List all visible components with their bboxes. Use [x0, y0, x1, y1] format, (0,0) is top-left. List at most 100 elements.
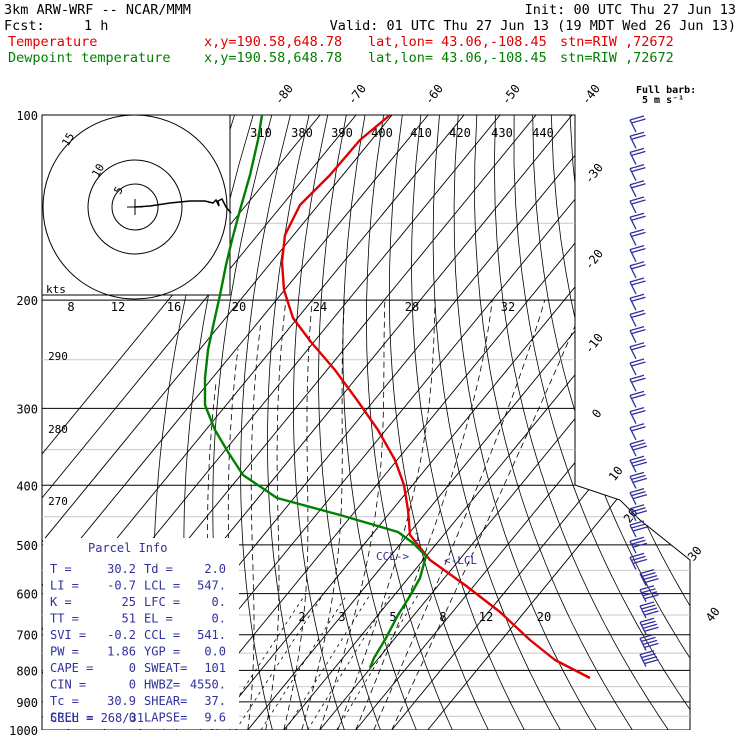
isobar-label: 100	[16, 109, 38, 123]
temp-latlon: lat,lon= 43.06,-108.45	[368, 34, 547, 50]
wind-barb-flag	[631, 523, 646, 529]
wind-barb-flag	[641, 652, 656, 659]
wind-barb-flag	[641, 588, 656, 594]
parcel-row-key-2: Td =	[144, 562, 173, 576]
wind-barb-flag	[629, 212, 645, 218]
dry-adiabat-line	[240, 115, 291, 730]
wind-barb-flag	[629, 374, 645, 380]
moist-adiabat-line	[301, 300, 345, 730]
parcel-row-val-2: 547.	[197, 579, 226, 593]
wind-barb-staff	[629, 249, 637, 262]
parcel-row-key-2: LCL =	[144, 579, 180, 593]
wind-barb-flag	[631, 312, 646, 319]
hodograph-box	[41, 114, 231, 296]
wind-barb-flag	[642, 655, 658, 662]
dry-adiabat-line	[606, 115, 690, 730]
parcel-row-val-2: 9.6	[204, 711, 226, 725]
wind-barb-flag	[631, 215, 646, 221]
wind-barb-flag	[632, 526, 648, 532]
dry-adiabat-line	[267, 115, 310, 730]
wind-barb-flag	[632, 542, 648, 548]
isotherm-line	[247, 115, 690, 730]
parcel-row-val-1: 30.9	[107, 694, 136, 708]
wind-barb-staff	[629, 216, 637, 230]
mixing-ratio-bottom-label: 20	[537, 610, 551, 624]
wind-barb-flag	[632, 445, 648, 451]
hodograph-ring-label-15: 15	[59, 131, 77, 149]
parcel-row-key-1: CAPE =	[50, 661, 93, 675]
isobar-label: 900	[16, 696, 38, 710]
wind-barb-flag	[644, 642, 659, 649]
wind-barb-flag	[631, 328, 646, 335]
wind-barb-flag	[632, 461, 648, 467]
dry-adiabat-line	[342, 115, 417, 730]
mixing-ratio-bottom-label: 3	[338, 610, 345, 624]
wind-barb-flag	[629, 455, 645, 461]
wind-barb-flag	[629, 261, 645, 267]
parcel-row-key-1: CIN =	[50, 678, 86, 692]
theta-label: 440	[532, 126, 554, 140]
isotherm-label: -10	[582, 331, 606, 357]
parcel-cell: CELL = 268/31	[50, 711, 144, 725]
wind-barb-staff	[629, 135, 637, 149]
parcel-row-val-1: 0	[129, 678, 136, 692]
parcel-row-val-1: 25	[122, 595, 136, 609]
wind-barb-staff	[629, 314, 637, 327]
wind-barb-flag	[642, 639, 658, 646]
mixing-ratio-top-label: 16	[167, 300, 181, 314]
isotherm-label: -80	[272, 82, 296, 108]
wind-barb-flag	[639, 568, 655, 575]
parcel-row-val-2: 4550.	[190, 678, 226, 692]
wind-barb-flag	[629, 406, 645, 413]
theta-label: 390	[331, 126, 353, 140]
parcel-row-key-1: SREH =	[50, 711, 93, 725]
isotherm-label: -70	[345, 82, 369, 108]
parcel-row-val-2: 0.0	[204, 645, 226, 659]
isobar-label: 800	[16, 664, 38, 678]
parcel-info-rows: T = 30.2 Td = 2.0 LI = -0.7 LCL = 547. K = 25 LFC …	[50, 562, 226, 725]
wind-barb-flag	[631, 442, 646, 448]
valid-time: Valid: 01 UTC Thu 27 Jun 13 (19 MDT Wed …	[330, 18, 736, 34]
mixing-ratio-bottom-label: 12	[479, 610, 493, 624]
mixing-ratio-line	[235, 593, 325, 730]
wind-barb-flag	[631, 361, 646, 367]
parcel-row-key-1: Tc =	[50, 694, 79, 708]
parcel-row-key-1: T =	[50, 562, 72, 576]
wind-barb-flag	[644, 577, 659, 584]
wind-barb-flag	[642, 574, 658, 581]
moist-adiabat-line	[247, 325, 261, 730]
wind-barb-flag	[641, 636, 656, 643]
wind-barb-flag	[632, 477, 648, 484]
wind-barb-staff	[629, 168, 637, 181]
theta-label: 410	[410, 126, 432, 140]
isotherm-label: 30	[685, 544, 705, 564]
parcel-row-val-2: 2.0	[204, 562, 226, 576]
wind-barb-flag	[631, 118, 646, 124]
mixing-ratio-top-label: 28	[405, 300, 419, 314]
moist-adiabat-line	[265, 300, 287, 730]
dry-adiabat-line	[293, 115, 345, 730]
parcel-row-val-1: -0.7	[107, 579, 136, 593]
wind-barb-flag	[631, 474, 646, 481]
hodograph-units: kts	[46, 283, 66, 296]
parcel-info-bg	[43, 538, 239, 729]
moist-adiabat-line	[355, 300, 493, 730]
parcel-row-key-1: LI =	[50, 579, 79, 593]
wind-barb-flag	[629, 471, 645, 478]
hodograph-ring-label-10: 10	[89, 162, 107, 180]
dry-adiabat-line	[432, 115, 561, 730]
isobar-label: 700	[16, 629, 38, 643]
isotherm-line	[283, 115, 690, 730]
wind-barb-flag	[631, 426, 646, 432]
wind-barb-flag	[629, 536, 645, 542]
parcel-row-val-2: 37.	[204, 694, 226, 708]
moist-adiabat-line	[283, 300, 313, 730]
wind-barb-staff	[629, 200, 637, 214]
wind-barb-staff	[629, 281, 637, 295]
isotherm-line	[42, 115, 321, 730]
sounding-series	[203, 114, 591, 680]
mixing-ratio-bottom-label: 8	[439, 610, 446, 624]
moist-adiabat-line	[373, 299, 546, 730]
wind-barb-flag	[631, 231, 646, 238]
temperature-line	[280, 114, 591, 680]
